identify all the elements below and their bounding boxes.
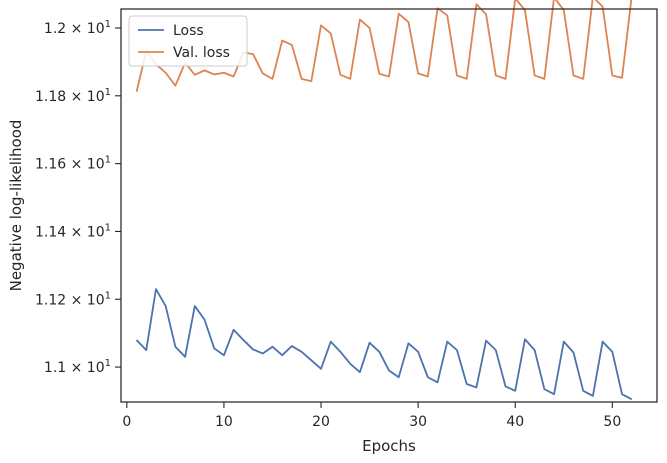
legend-label-0: Loss bbox=[173, 23, 204, 39]
x-tick-label: 30 bbox=[409, 414, 427, 430]
x-axis-label: Epochs bbox=[362, 437, 416, 455]
y-tick-label: 1.18 × 101 bbox=[35, 87, 111, 105]
plot-frame bbox=[120, 8, 658, 403]
x-tick-label: 0 bbox=[122, 414, 131, 430]
legend-box bbox=[128, 15, 248, 67]
series-layer bbox=[135, 0, 633, 401]
y-tick-label: 1.16 × 101 bbox=[35, 155, 111, 173]
y-tick-label: 1.2 × 101 bbox=[44, 19, 111, 37]
series-line-1 bbox=[135, 0, 633, 92]
x-tick-label: 20 bbox=[312, 414, 330, 430]
y-axis-ticks: 1.1 × 101 1.12 × 101 1.14 × 101 1.16 × 101 1… bbox=[35, 19, 121, 376]
legend-label-1: Val. loss bbox=[173, 45, 230, 61]
x-tick-label: 40 bbox=[506, 414, 524, 430]
y-tick-label: 1.12 × 101 bbox=[35, 290, 111, 308]
legend: Loss Val. loss bbox=[128, 15, 248, 67]
series-line-0 bbox=[135, 288, 633, 401]
y-tick-label: 1.14 × 101 bbox=[35, 222, 111, 240]
y-tick-label: 1.1 × 101 bbox=[44, 358, 111, 376]
x-tick-label: 50 bbox=[603, 414, 621, 430]
y-axis-label: Negative log-likelihood bbox=[7, 120, 25, 292]
x-axis-ticks: 0 10 20 30 40 50 bbox=[122, 402, 621, 430]
x-tick-label: 10 bbox=[215, 414, 233, 430]
